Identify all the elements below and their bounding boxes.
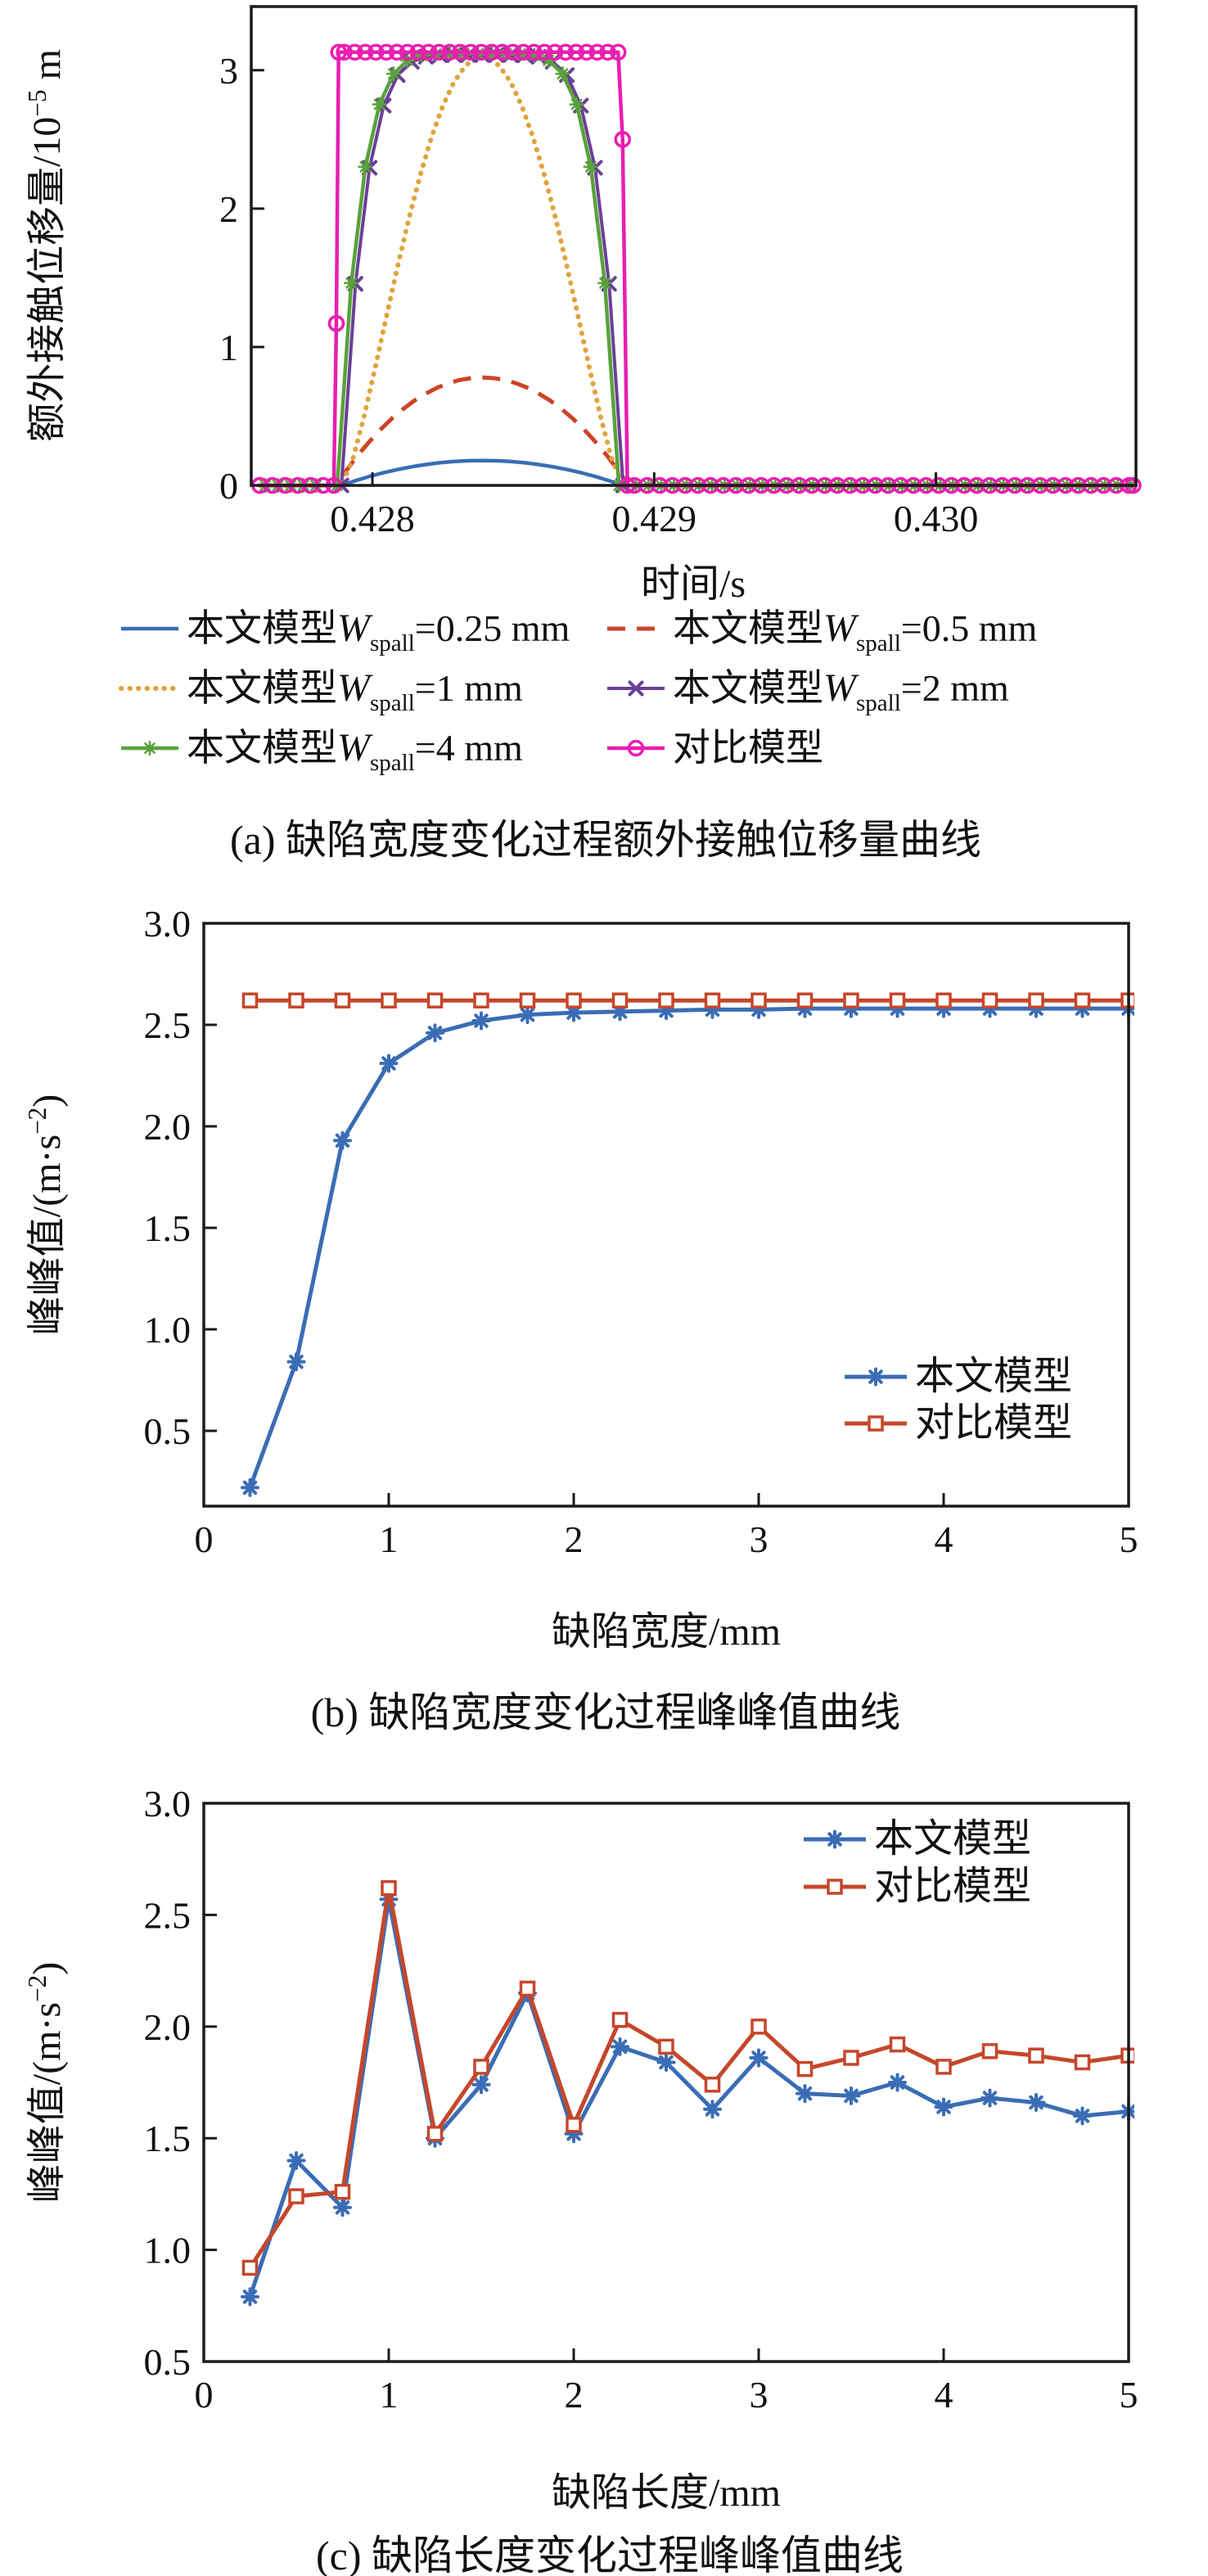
x-tick-label: 5 (1120, 1518, 1138, 1560)
series-line-a-1 (259, 375, 1134, 488)
svg-text:本文模型: 本文模型 (915, 1355, 1072, 1398)
chart-a-series (251, 43, 1142, 494)
x-tick-label: 0.429 (612, 498, 697, 539)
x-tick-label: 4 (935, 1518, 953, 1560)
y-tick-label: 0 (219, 465, 238, 507)
series-line-c-1 (248, 1886, 1129, 2269)
y-tick-label: 0.5 (144, 1410, 192, 1452)
chart-c-caption: (c) 缺陷长度变化过程峰峰值曲线 (316, 2533, 904, 2576)
x-tick-label: 1 (380, 2374, 399, 2416)
x-tick-label: 1 (380, 1518, 399, 1560)
x-tick-label: 3 (750, 1518, 769, 1560)
chart-a-frame: 0.428 0.429 0.430 0 1 2 3 (219, 5, 1138, 539)
series-markers-c-0 (241, 1889, 1134, 2307)
y-tick-label: 0.5 (144, 2341, 192, 2383)
svg-text:本文模型Wspall=0.5 mm: 本文模型Wspall=0.5 mm (673, 607, 1037, 656)
y-tick-label: 1.0 (144, 2230, 192, 2271)
y-tick-label: 3.0 (144, 1783, 192, 1825)
series-markers-a-3 (333, 47, 631, 494)
y-tick-label: 2.0 (144, 2006, 192, 2048)
chart-b-frame: 0 1 2 3 4 5 0.5 1.0 1.5 2.0 2.5 3.0 (144, 903, 1138, 1560)
y-tick-label: 1.5 (144, 2118, 192, 2159)
series-line-a-0 (259, 458, 1134, 488)
x-tick-label: 0 (195, 2374, 214, 2416)
x-tick-label: 2 (565, 1518, 584, 1560)
y-tick-label: 3.0 (144, 903, 192, 945)
svg-text:本文模型Wspall=0.25 mm: 本文模型Wspall=0.25 mm (187, 607, 570, 656)
chart-c-series (241, 1879, 1134, 2307)
x-tick-label: 3 (750, 2374, 769, 2416)
chart-a-xlabel: 时间/s (640, 562, 746, 606)
chart-b-caption: (b) 缺陷宽度变化过程峰峰值曲线 (310, 1690, 901, 1735)
series-markers-a-4 (257, 46, 1138, 494)
svg-text:本文模型: 本文模型 (874, 1817, 1031, 1861)
svg-text:对比模型: 对比模型 (874, 1865, 1031, 1908)
series-markers-c-1 (241, 1879, 1134, 2276)
svg-text:本文模型Wspall=1 mm: 本文模型Wspall=1 mm (187, 666, 523, 716)
x-tick-label: 0.428 (330, 498, 415, 539)
chart-b-xlabel: 缺陷宽度/mm (551, 1610, 782, 1653)
svg-text:本文模型Wspall=4 mm: 本文模型Wspall=4 mm (187, 726, 523, 776)
x-tick-label: 0 (195, 1518, 214, 1560)
svg-text:对比模型: 对比模型 (673, 727, 823, 769)
chart-b-series (241, 992, 1134, 1497)
y-tick-label: 2.5 (144, 1004, 192, 1046)
chart-c-xlabel: 缺陷长度/mm (551, 2471, 782, 2515)
chart-a-ylabel: 额外接触位移量/10−5 m (23, 49, 69, 442)
chart-a-caption: (a) 缺陷宽度变化过程额外接触位移量曲线 (230, 817, 981, 863)
x-tick-label: 4 (935, 2374, 953, 2416)
y-tick-label: 1.0 (144, 1309, 192, 1351)
y-tick-label: 1 (219, 327, 238, 368)
y-tick-label: 1.5 (144, 1207, 192, 1249)
chart-c-frame: 0 1 2 3 4 5 0.5 1.0 1.5 2.0 2.5 3.0 (144, 1783, 1138, 2416)
x-tick-label: 5 (1120, 2374, 1138, 2416)
y-tick-label: 2.5 (144, 1894, 192, 1936)
series-markers-b-1 (241, 992, 1134, 1008)
y-tick-label: 2.0 (144, 1106, 192, 1148)
chart-a-legend: 本文模型Wspall=0.25 mm 本文模型Wspall=0.5 mm 本文模型W… (119, 607, 1037, 776)
svg-text:本文模型Wspall=2 mm: 本文模型Wspall=2 mm (673, 666, 1009, 716)
x-tick-label: 0.430 (894, 498, 979, 539)
series-markers-b-0 (241, 999, 1134, 1497)
y-tick-label: 2 (219, 188, 238, 230)
y-tick-label: 3 (219, 50, 238, 92)
svg-text:对比模型: 对比模型 (915, 1401, 1072, 1445)
chart-b-ylabel: 峰峰值/(m·s−2) (23, 1094, 69, 1336)
chart-c-ylabel: 峰峰值/(m·s−2) (23, 1961, 69, 2204)
x-tick-label: 2 (565, 2374, 584, 2416)
